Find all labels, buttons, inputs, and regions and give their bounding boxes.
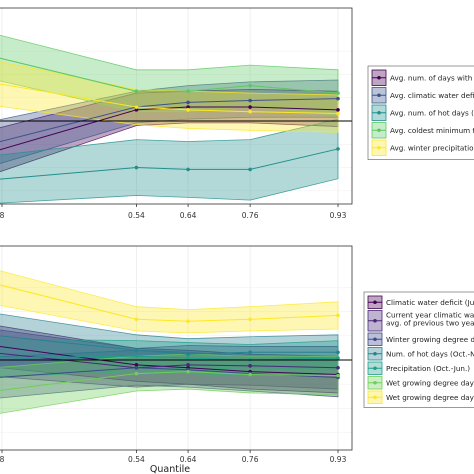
data-point [336,108,340,112]
legend-key-point [373,300,377,305]
data-point [336,365,340,370]
data-point [248,98,252,103]
x-tick-label: 8 [0,455,5,464]
data-point [336,373,340,378]
legend-label: Avg. num. of hot days ( [390,108,474,117]
legend-key-point [373,380,377,385]
data-point [248,350,252,355]
confidence-band [0,118,339,204]
legend-label: Num. of hot days (Oct.-N [386,349,474,358]
legend-label: Current year climatic wate [386,311,474,320]
data-point [186,369,190,374]
data-point [186,356,190,360]
legend-label: Avg. winter precipitation [390,143,474,152]
x-tick-label: 0.76 [242,455,259,464]
data-point [134,165,139,170]
legend-label: Winter growing degree day [386,335,474,344]
data-point [336,96,340,101]
legend-label: Avg. coldest minimum te [390,126,474,135]
data-point [336,350,340,355]
legend-key-point [377,128,381,133]
plot-area [0,8,352,204]
data-point [248,167,252,172]
data-point [186,100,190,105]
legend-key-point [377,110,381,115]
data-point [134,354,139,358]
data-point [186,363,190,367]
panel-border [0,245,353,451]
legend: Climatic water deficit (July Current year… [363,291,474,408]
data-point [134,363,139,367]
x-axis-title: Quantile [150,464,190,474]
confidence-band [0,61,339,133]
data-point [134,371,139,376]
legend-label: Wet growing degree days [386,393,474,402]
legend-key-point [377,145,381,150]
data-point [248,83,252,88]
data-point [134,317,139,322]
data-point [336,91,340,95]
data-point [248,317,252,322]
data-point [186,105,190,109]
legend-key-point [373,337,377,342]
data-point [134,365,139,370]
x-tick-label: 0.64 [180,211,197,220]
confidence-band [0,353,339,414]
legend-label: Wet growing degree days [386,378,474,387]
data-point [248,105,252,109]
legend: Avg. num. of days with T Avg. climatic wa… [367,65,474,160]
legend-label: Avg. num. of days with T [390,73,474,82]
legend-key-point [377,93,381,98]
data-point [336,356,340,360]
data-point [336,111,340,116]
x-tick-label: 0.54 [128,455,145,464]
confidence-band [0,270,339,334]
legend-key-point [373,366,377,371]
legend-key-point [373,318,377,323]
top-panel: 8 0.54 0.64 0.76 0.93 Avg. num. of days with … [0,7,474,220]
x-tick-label: 0.64 [180,455,197,464]
data-point [336,147,340,151]
x-tick-label: 0.93 [330,455,347,464]
legend-key-point [373,351,377,356]
data-point [186,108,190,112]
x-tick-label: 8 [0,211,5,220]
data-point [134,89,139,94]
legend-label: Climatic water deficit (July [386,298,474,307]
legend-label: Avg. climatic water defici [390,91,474,100]
data-point [248,372,252,377]
data-point [186,352,190,356]
data-point [186,167,190,172]
panel-border [0,7,353,205]
data-point [134,105,139,109]
data-point [134,108,139,112]
data-point [186,89,190,94]
legend-label: Precipitation (Oct.-Jun.) [386,364,470,373]
legend-key-point [377,75,381,80]
data-point [186,319,190,324]
data-point [248,364,252,368]
plot-area [0,246,352,450]
data-point [248,109,252,114]
x-tick-label: 0.54 [128,211,145,220]
x-tick-label: 0.93 [330,211,347,220]
legend-label-line2: avg. of previous two years [386,319,474,328]
legend-key-point [373,395,377,400]
bottom-panel: 8 0.54 0.64 0.76 0.93 Quantile Climatic water … [0,245,474,474]
data-point [336,313,340,318]
x-tick-label: 0.76 [242,211,259,220]
data-point [134,348,139,353]
